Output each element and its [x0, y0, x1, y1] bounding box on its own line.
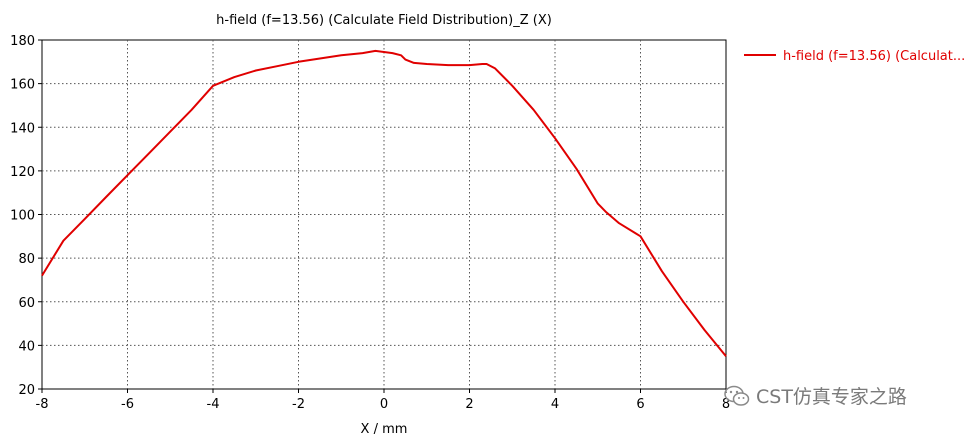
legend: h-field (f=13.56) (Calculat...: [744, 49, 965, 64]
legend-label: h-field (f=13.56) (Calculat...: [783, 49, 965, 64]
watermark-text: CST仿真专家之路: [756, 386, 907, 408]
y-axis-ticks: 20 40 60 80 100 120 140 160 180: [10, 34, 42, 398]
series-line: [41, 49, 727, 357]
x-tick-label: 4: [551, 397, 559, 412]
x-tick-label: -2: [292, 397, 305, 412]
y-tick-label: 120: [10, 165, 35, 180]
y-tick-label: 100: [10, 209, 35, 224]
x-tick-label: 6: [636, 397, 644, 412]
y-tick-label: 20: [18, 383, 35, 398]
x-tick-label: -4: [207, 397, 220, 412]
y-tick-label: 180: [10, 34, 35, 49]
y-tick-label: 60: [18, 296, 35, 311]
watermark: CST仿真专家之路: [724, 382, 907, 409]
x-axis-label: X / mm: [361, 422, 408, 437]
chart-title: h-field (f=13.56) (Calculate Field Distr…: [216, 13, 552, 28]
series-group: [41, 49, 727, 357]
x-tick-label: -6: [121, 397, 134, 412]
x-tick-label: 2: [465, 397, 473, 412]
x-axis-ticks: -8 -6 -4 -2 0 2 4 6 8: [36, 389, 730, 412]
y-tick-label: 40: [18, 339, 35, 354]
grid: [42, 40, 726, 389]
x-tick-label: 0: [380, 397, 388, 412]
wechat-icon: [724, 385, 750, 406]
y-tick-label: 140: [10, 121, 35, 136]
y-tick-label: 80: [18, 252, 35, 267]
y-tick-label: 160: [10, 78, 35, 93]
x-tick-label: -8: [36, 397, 49, 412]
x-tick-label: 8: [722, 397, 730, 412]
